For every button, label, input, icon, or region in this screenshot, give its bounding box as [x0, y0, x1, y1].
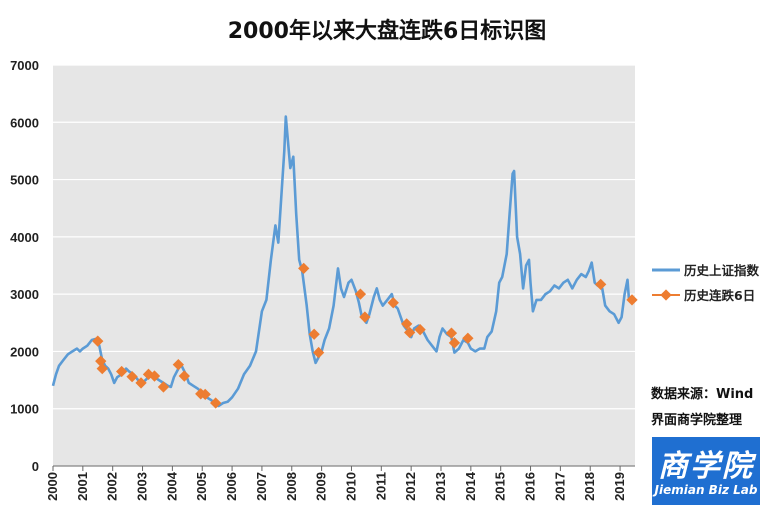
gridlines	[53, 64, 635, 467]
y-tick-label: 6000	[10, 115, 39, 130]
marker-point	[401, 318, 413, 330]
marker-point	[126, 370, 138, 383]
y-tick-label: 5000	[10, 173, 39, 188]
marker-point	[172, 358, 185, 371]
marker-point	[157, 381, 170, 393]
legend-label-drops: 历史连跌6日	[684, 288, 755, 303]
x-tick-label: 2000	[45, 472, 60, 501]
marker-point	[448, 337, 461, 349]
marker-point	[308, 328, 320, 340]
x-tick-label: 2005	[194, 472, 209, 501]
marker-point	[359, 311, 371, 323]
x-tick-label: 2008	[284, 472, 299, 501]
x-tick-label: 2017	[552, 472, 567, 501]
marker-point	[210, 397, 222, 409]
logo-english: Jiemian Biz Lab	[654, 483, 758, 497]
source-line-1: 数据来源：Wind	[651, 386, 753, 402]
y-axis: 0 1000 2000 3000 4000 5000 6000 7000	[10, 58, 39, 474]
x-tick-label: 2012	[403, 472, 418, 501]
legend-marker-swatch	[660, 289, 672, 301]
marker-point	[148, 370, 161, 382]
y-tick-label: 4000	[10, 230, 39, 245]
logo: 商学院 Jiemian Biz Lab	[652, 437, 760, 505]
marker-point	[404, 326, 416, 339]
marker-point	[626, 294, 638, 306]
legend: 历史上证指数 历史连跌6日	[652, 263, 760, 303]
logo-chinese: 商学院	[658, 449, 754, 484]
x-tick-label: 2002	[105, 472, 120, 501]
y-tick-label: 1000	[10, 402, 39, 417]
x-tick-label: 2001	[75, 472, 90, 501]
x-tick-label: 2004	[164, 471, 179, 501]
chart-title: 2000年以来大盘连跌6日标识图	[228, 18, 547, 44]
marker-point	[414, 324, 426, 336]
y-tick-label: 7000	[10, 58, 39, 73]
marker-point	[445, 327, 458, 339]
marker-point	[298, 262, 310, 275]
marker-point	[135, 377, 147, 389]
x-tick-label: 2010	[343, 472, 358, 501]
marker-point	[595, 278, 607, 291]
x-tick-label: 2003	[135, 472, 150, 501]
x-tick-label: 2019	[612, 472, 627, 501]
x-tick-label: 2011	[373, 472, 388, 500]
source-line-2: 界面商学院整理	[651, 412, 742, 428]
plot-area	[53, 65, 635, 466]
y-tick-label: 0	[32, 459, 39, 474]
marker-point	[312, 346, 325, 359]
marker-point	[178, 370, 190, 382]
x-axis: 2000 2001 2002 2003 2004 2005 2006 2007 2008 2009…	[45, 465, 635, 501]
x-tick-label: 2018	[582, 472, 597, 501]
legend-label-index: 历史上证指数	[684, 263, 760, 278]
x-tick-label: 2014	[463, 471, 478, 501]
y-tick-label: 3000	[10, 287, 39, 302]
marker-point	[387, 297, 399, 309]
marker-point	[199, 388, 211, 401]
x-tick-label: 2006	[224, 472, 239, 501]
x-tick-label: 2007	[254, 472, 269, 501]
y-tick-label: 2000	[10, 344, 39, 359]
x-tick-label: 2013	[433, 472, 448, 501]
x-tick-label: 2009	[314, 472, 329, 501]
marker-point	[462, 332, 474, 344]
marker-point	[354, 288, 367, 300]
x-tick-label: 2015	[493, 472, 508, 501]
x-tick-label: 2016	[523, 472, 538, 501]
